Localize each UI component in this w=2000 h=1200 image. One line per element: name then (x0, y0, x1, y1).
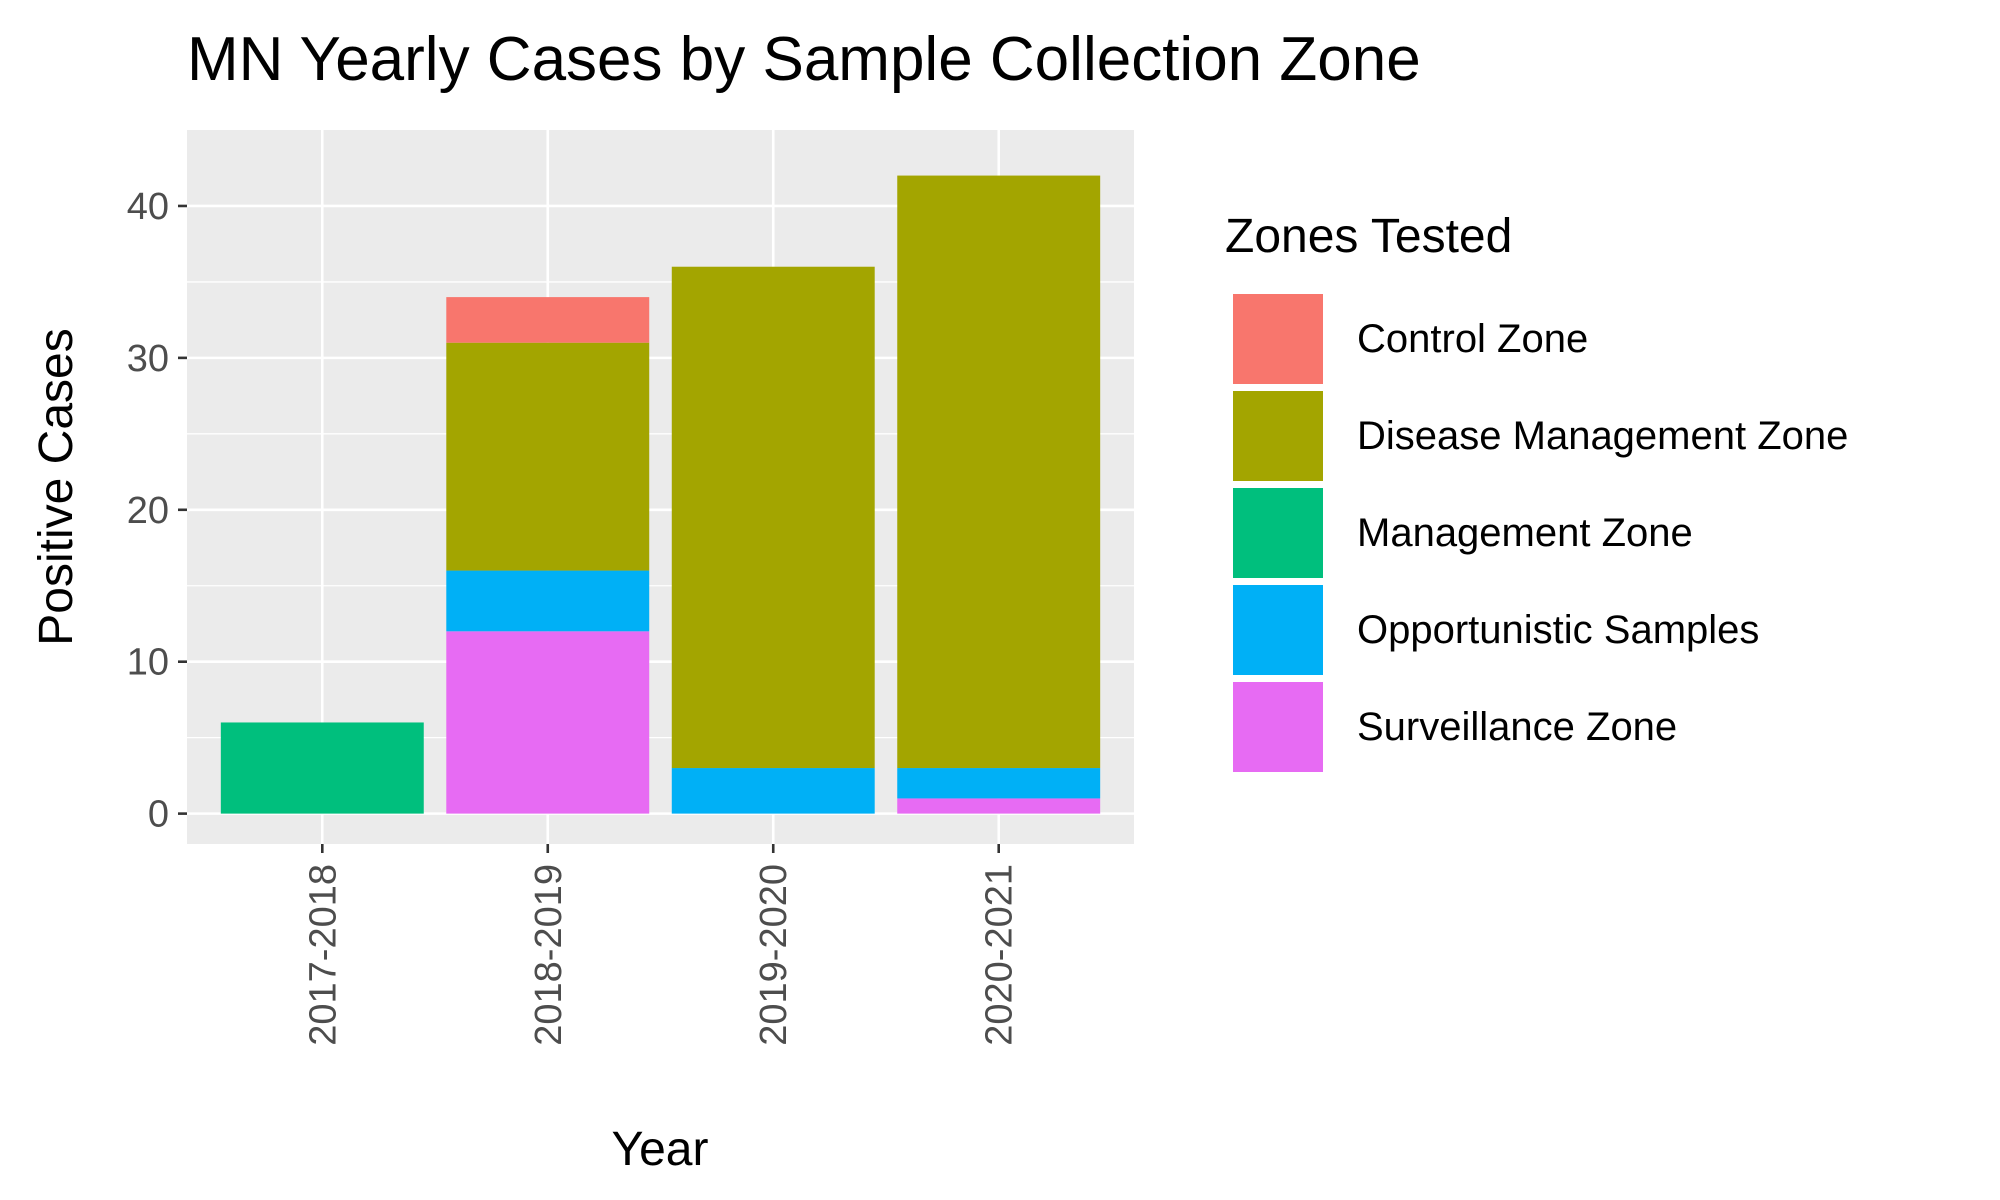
legend-items: Control Zone Disease Management Zone Manag… (1233, 294, 1848, 772)
bar-disease-management-zone-2018-2019 (446, 342, 650, 571)
legend-swatch-opportunistic-samples (1233, 585, 1323, 675)
bar-opportunistic-samples-2020-2021 (897, 768, 1101, 799)
bar-control-zone-2018-2019 (446, 297, 650, 343)
x-tick-label: 2019-2020 (753, 864, 795, 1046)
y-axis-label: Positive Cases (30, 328, 83, 645)
x-tick-label: 2017-2018 (302, 864, 344, 1046)
chart-title: MN Yearly Cases by Sample Collection Zon… (187, 25, 1421, 94)
legend-title: Zones Tested (1225, 210, 1512, 263)
bar-opportunistic-samples-2018-2019 (446, 570, 650, 632)
legend: Zones Tested Control Zone Disease Managem… (1225, 210, 1848, 772)
y-tick-label: 10 (127, 642, 169, 684)
y-tick-label: 0 (148, 794, 169, 836)
x-axis: 2017-2018 2018-2019 2019-2020 2020-2021 (302, 844, 1021, 1046)
x-axis-label: Year (612, 1123, 709, 1176)
y-axis: 0 10 20 30 40 (127, 186, 187, 836)
y-tick-label: 20 (127, 490, 169, 532)
bar-disease-management-zone-2020-2021 (897, 175, 1101, 769)
legend-swatch-management-zone (1233, 488, 1323, 578)
bar-disease-management-zone-2019-2020 (671, 266, 875, 769)
bar-surveillance-zone-2020-2021 (897, 798, 1101, 814)
legend-swatch-control-zone (1233, 294, 1323, 384)
bar-surveillance-zone-2018-2019 (446, 631, 650, 814)
bars-layer (220, 175, 1101, 814)
x-tick-label: 2018-2019 (528, 864, 570, 1046)
x-tick-label: 2020-2021 (979, 864, 1021, 1046)
legend-label-disease-management-zone: Disease Management Zone (1357, 414, 1848, 458)
legend-label-management-zone: Management Zone (1357, 511, 1693, 555)
legend-label-surveillance-zone: Surveillance Zone (1357, 705, 1677, 749)
legend-swatch-disease-management-zone (1233, 391, 1323, 481)
bar-management-zone-2017-2018 (220, 722, 424, 814)
y-tick-label: 30 (127, 338, 169, 380)
legend-label-control-zone: Control Zone (1357, 317, 1588, 361)
legend-swatch-surveillance-zone (1233, 682, 1323, 772)
y-tick-label: 40 (127, 186, 169, 228)
bar-opportunistic-samples-2019-2020 (671, 768, 875, 814)
legend-label-opportunistic-samples: Opportunistic Samples (1357, 608, 1759, 652)
